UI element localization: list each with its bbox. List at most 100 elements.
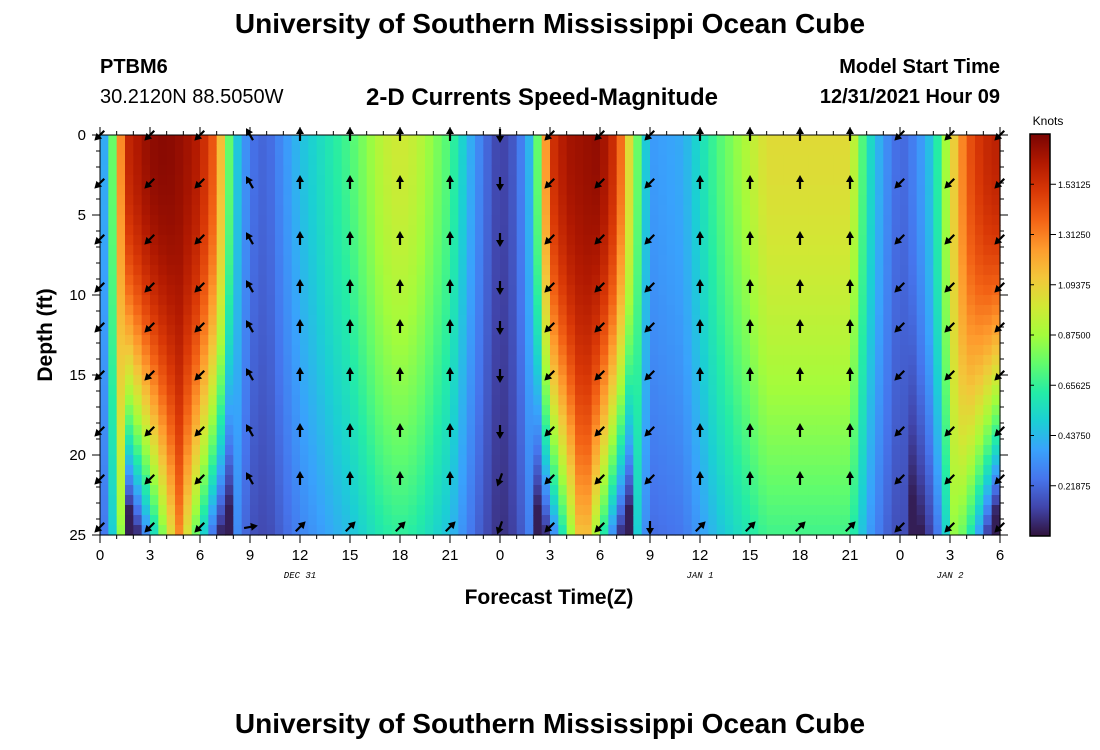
heatmap-cell: [291, 265, 301, 276]
heatmap-cell: [450, 265, 459, 276]
heatmap-cell: [816, 275, 826, 286]
heatmap-cell: [175, 235, 184, 246]
heatmap-cell: [291, 385, 301, 396]
heatmap-cell: [183, 335, 193, 346]
heatmap-cell: [800, 315, 809, 326]
heatmap-cell: [616, 415, 626, 426]
heatmap-cell: [266, 305, 276, 316]
heatmap-cell: [100, 355, 109, 366]
heatmap-cell: [458, 315, 468, 326]
heatmap-cell: [766, 225, 776, 236]
heatmap-cell: [900, 335, 909, 346]
heatmap-cell: [883, 225, 893, 236]
heatmap-cell: [975, 365, 984, 376]
heatmap-cell: [575, 505, 584, 516]
heatmap-cell: [841, 295, 851, 306]
velocity-arrow: [846, 175, 854, 189]
heatmap-cell: [658, 365, 668, 376]
heatmap-cell: [233, 255, 243, 266]
heatmap-cell: [166, 425, 176, 436]
heatmap-cell: [733, 385, 743, 396]
heatmap-cell: [116, 495, 126, 506]
heatmap-cell: [558, 165, 568, 176]
heatmap-cell: [716, 365, 726, 376]
velocity-arrow: [346, 367, 354, 381]
heatmap-cell: [516, 285, 526, 296]
heatmap-cell: [250, 145, 259, 156]
heatmap-cell: [725, 485, 734, 496]
heatmap-cell: [191, 215, 201, 226]
heatmap-cell: [966, 445, 976, 456]
heatmap-cell: [716, 185, 726, 196]
heatmap-cell: [466, 325, 476, 336]
heatmap-cell: [683, 425, 693, 436]
heatmap-cell: [791, 335, 801, 346]
heatmap-cell: [475, 135, 484, 146]
heatmap-cell: [441, 455, 451, 466]
heatmap-cell: [866, 515, 876, 526]
heatmap-cell: [400, 255, 409, 266]
heatmap-cell: [900, 145, 909, 156]
heatmap-cell: [625, 415, 634, 426]
velocity-arrow: [846, 471, 854, 485]
heatmap-cell: [266, 425, 276, 436]
heatmap-cell: [633, 195, 643, 206]
heatmap-cell: [866, 145, 876, 156]
heatmap-cell: [316, 235, 326, 246]
heatmap-cell: [141, 465, 151, 476]
heatmap-cell: [475, 315, 484, 326]
heatmap-cell: [808, 475, 818, 486]
heatmap-cell: [325, 325, 334, 336]
heatmap-cell: [416, 465, 426, 476]
heatmap-cell: [500, 175, 509, 186]
heatmap-cell: [908, 135, 918, 146]
velocity-arrow: [396, 231, 404, 245]
heatmap-cell: [150, 325, 159, 336]
heatmap-cell: [700, 485, 709, 496]
heatmap-cell: [125, 245, 134, 256]
heatmap-cell: [466, 215, 476, 226]
heatmap-cell: [608, 145, 618, 156]
heatmap-cell: [625, 345, 634, 356]
heatmap-cell: [541, 485, 551, 496]
heatmap-cell: [433, 315, 443, 326]
heatmap-cell: [941, 185, 951, 196]
heatmap-cell: [883, 255, 893, 266]
heatmap-cell: [366, 405, 376, 416]
heatmap-cell: [116, 175, 126, 186]
heatmap-cell: [975, 315, 984, 326]
heatmap-cell: [483, 525, 493, 536]
heatmap-cell: [858, 485, 868, 496]
heatmap-cell: [425, 525, 434, 536]
heatmap-cell: [683, 285, 693, 296]
heatmap-cell: [208, 195, 218, 206]
heatmap-cell: [716, 385, 726, 396]
heatmap-cell: [458, 435, 468, 446]
heatmap-cell: [625, 385, 634, 396]
heatmap-cell: [425, 405, 434, 416]
heatmap-cell: [841, 155, 851, 166]
heatmap-cell: [416, 525, 426, 536]
heatmap-cell: [666, 445, 676, 456]
heatmap-cell: [366, 175, 376, 186]
heatmap-cell: [400, 275, 409, 286]
heatmap-cell: [541, 265, 551, 276]
velocity-arrow: [144, 177, 156, 189]
heatmap-cell: [708, 435, 718, 446]
heatmap-cell: [591, 355, 601, 366]
heatmap-cell: [916, 395, 926, 406]
heatmap-cell: [950, 295, 959, 306]
heatmap-cell: [950, 335, 959, 346]
heatmap-cell: [325, 495, 334, 506]
heatmap-cell: [683, 325, 693, 336]
heatmap-cell: [233, 315, 243, 326]
heatmap-cell: [325, 265, 334, 276]
heatmap-cell: [316, 345, 326, 356]
heatmap-cell: [875, 425, 884, 436]
heatmap-cell: [291, 225, 301, 236]
heatmap-cell: [141, 135, 151, 146]
heatmap-cell: [508, 145, 518, 156]
heatmap-cell: [291, 415, 301, 426]
heatmap-cell: [725, 165, 734, 176]
heatmap-cell: [650, 245, 659, 256]
